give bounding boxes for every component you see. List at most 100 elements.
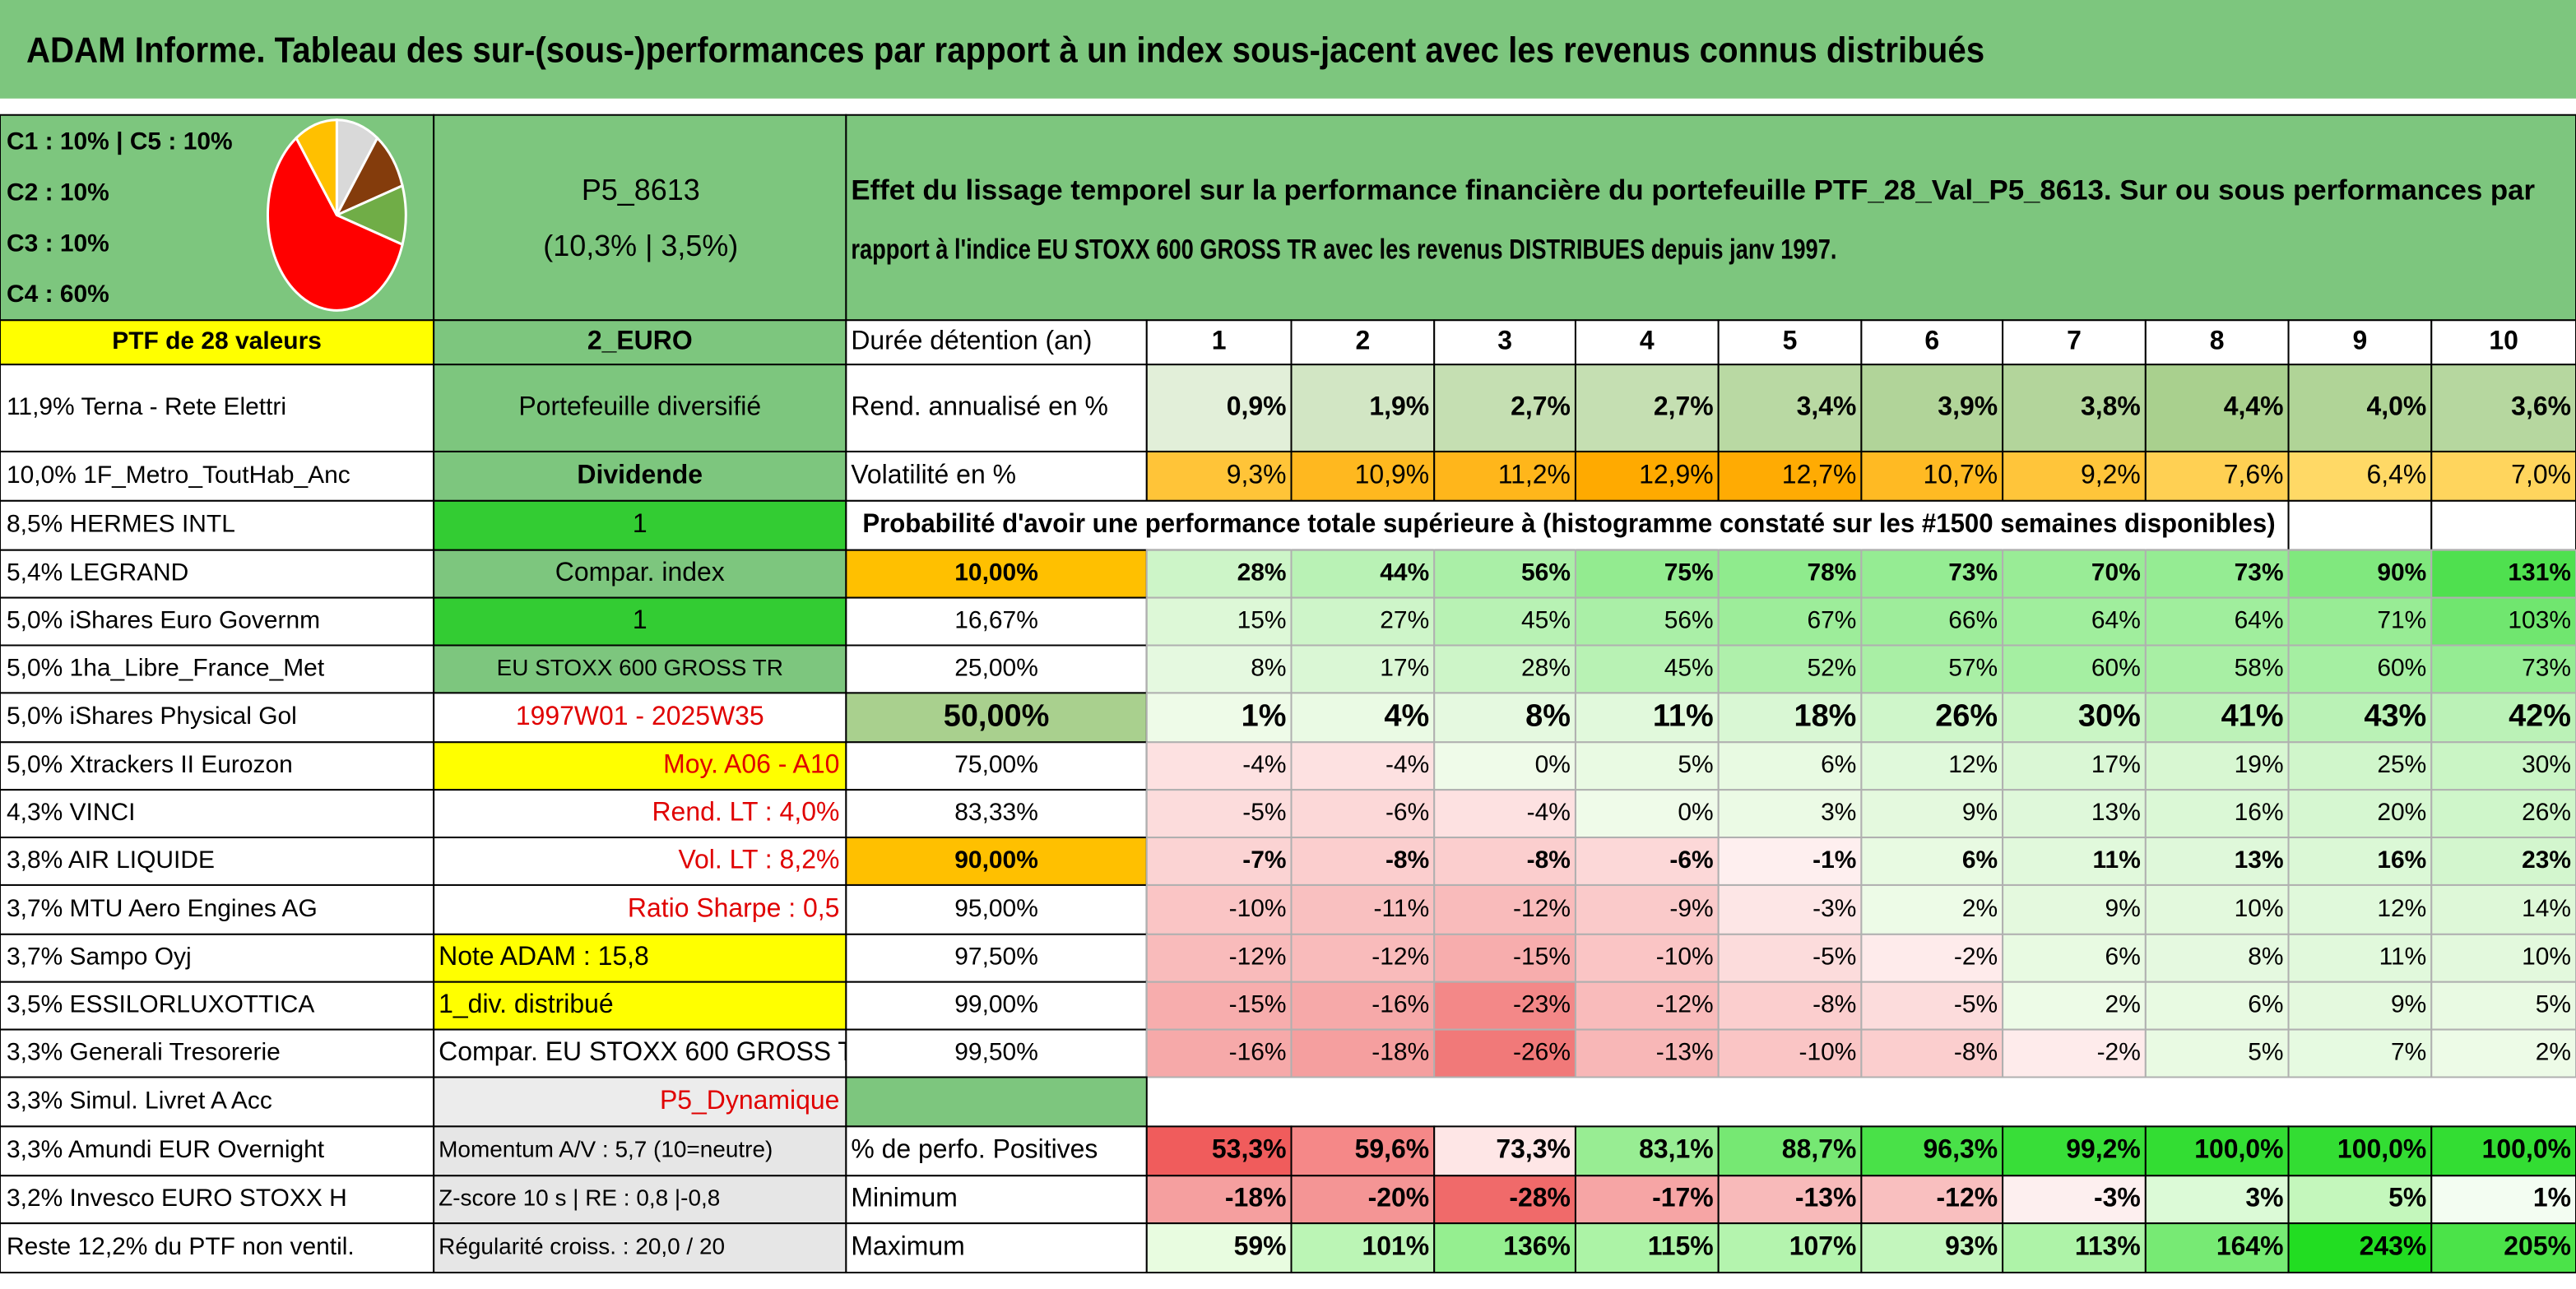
- metric-value: 0,9%: [1227, 391, 1287, 420]
- holding: 3,7% MTU Aero Engines AG: [7, 895, 318, 922]
- probability-value: -5%: [1812, 944, 1856, 971]
- cell: [2144, 789, 2290, 839]
- summary-value: 243%: [2360, 1231, 2427, 1261]
- setting: 1: [633, 605, 647, 634]
- setting: EU STOXX 600 GROSS TR: [497, 655, 783, 680]
- probability-value: 52%: [1807, 654, 1856, 681]
- cell: [0, 450, 435, 502]
- cell: [2002, 596, 2147, 647]
- probability-value: 26%: [1935, 698, 1998, 733]
- probability-value: -11%: [1374, 895, 1430, 922]
- cell: [2287, 644, 2433, 694]
- description: rapport à l'indice EU STOXX 600 GROSS TR…: [851, 234, 1836, 265]
- probability-value: 2%: [2105, 991, 2141, 1018]
- probability-value: 56%: [1664, 606, 1714, 633]
- summary-value: 100,0%: [2482, 1134, 2571, 1164]
- row-label: Maximum: [851, 1231, 964, 1261]
- row-label: Durée détention (an): [851, 326, 1092, 355]
- cell: [1290, 692, 1436, 744]
- cell: [1860, 981, 2004, 1031]
- probability-value: 42%: [2509, 698, 2571, 733]
- cell: [1433, 450, 1576, 502]
- cell: [2144, 883, 2290, 935]
- threshold: 97,50%: [954, 944, 1038, 971]
- cell: [1290, 1028, 1436, 1078]
- holding: 10,0% 1F_Metro_ToutHab_Anc: [7, 461, 350, 489]
- cell: [1574, 1222, 1720, 1274]
- cell: [845, 789, 1148, 839]
- cell: [433, 644, 847, 694]
- cell: [1290, 596, 1436, 647]
- cell: [2144, 933, 2290, 983]
- pie-legend: C2 : 10%: [7, 179, 109, 206]
- setting: Compar. index: [555, 557, 725, 587]
- cell: [1574, 1125, 1720, 1177]
- threshold: 83,33%: [954, 799, 1038, 826]
- probability-value: -13%: [1656, 1038, 1714, 1065]
- metric-value: 3,9%: [1938, 391, 1998, 420]
- probability-value: 8%: [2248, 944, 2283, 971]
- probability-value: 43%: [2364, 698, 2426, 733]
- cell: [2430, 1028, 2576, 1078]
- metric-value: 7,0%: [2511, 459, 2571, 489]
- holding: 3,5% ESSILORLUXOTTICA: [7, 991, 314, 1018]
- metric-value: 11,2%: [1498, 459, 1571, 489]
- cell: [1290, 1125, 1436, 1177]
- cell: [2002, 450, 2147, 502]
- probability-value: 11%: [1653, 698, 1714, 733]
- probability-value: 64%: [2091, 606, 2141, 633]
- probability-value: -26%: [1513, 1038, 1571, 1065]
- cell: [2287, 319, 2433, 366]
- cell: [1290, 319, 1436, 366]
- setting: 1: [633, 508, 647, 538]
- probability-value: -16%: [1372, 991, 1429, 1018]
- cell: [1145, 1222, 1293, 1274]
- cell: [2430, 933, 2576, 983]
- probability-value: 28%: [1521, 654, 1571, 681]
- probability-value: -23%: [1513, 991, 1571, 1018]
- probability-value: -16%: [1229, 1038, 1287, 1065]
- cell: [1433, 981, 1576, 1031]
- cell: [2430, 741, 2576, 791]
- probability-value: -2%: [2097, 1038, 2141, 1065]
- cell: [1433, 741, 1576, 791]
- probability-value: 0%: [1535, 751, 1571, 778]
- cell: [1717, 644, 1863, 694]
- cell: [1574, 933, 1720, 983]
- cell: [1860, 644, 2004, 694]
- cell: [2002, 1028, 2147, 1078]
- cell: [2144, 549, 2290, 599]
- probability-value: 64%: [2235, 606, 2284, 633]
- row-label: % de perfo. Positives: [851, 1134, 1098, 1164]
- cell: [433, 837, 847, 886]
- cell: [433, 549, 847, 599]
- cell: [1574, 549, 1720, 599]
- cell: [2287, 596, 2433, 647]
- probability-value: 45%: [1521, 606, 1571, 633]
- metric-value: 2,7%: [1511, 391, 1571, 420]
- cell: [1433, 789, 1576, 839]
- cell: [2002, 692, 2147, 744]
- metric-value: 4,0%: [2366, 391, 2426, 420]
- row-label: Minimum: [851, 1183, 958, 1212]
- threshold: 75,00%: [954, 751, 1038, 778]
- probability-value: 11%: [2379, 944, 2427, 971]
- cell: [433, 789, 847, 839]
- horizon: 7: [2067, 326, 2082, 355]
- cell: [845, 364, 1148, 452]
- pie-legend: C4 : 60%: [7, 281, 109, 308]
- summary-value: 53,3%: [1212, 1134, 1287, 1164]
- holding: 3,3% Amundi EUR Overnight: [7, 1136, 325, 1163]
- probability-value: 73%: [1948, 559, 1998, 587]
- horizon: 10: [2489, 326, 2518, 355]
- cell: [1290, 1175, 1436, 1225]
- summary-value: 59,6%: [1355, 1134, 1430, 1164]
- probability-value: -8%: [1385, 846, 1429, 874]
- cell: [1290, 741, 1436, 791]
- summary-value: 101%: [1362, 1231, 1430, 1261]
- probability-value: 25%: [2377, 751, 2426, 778]
- cell: [1290, 837, 1436, 886]
- probability-value: -4%: [1242, 751, 1286, 778]
- summary-value: 3%: [2245, 1183, 2283, 1212]
